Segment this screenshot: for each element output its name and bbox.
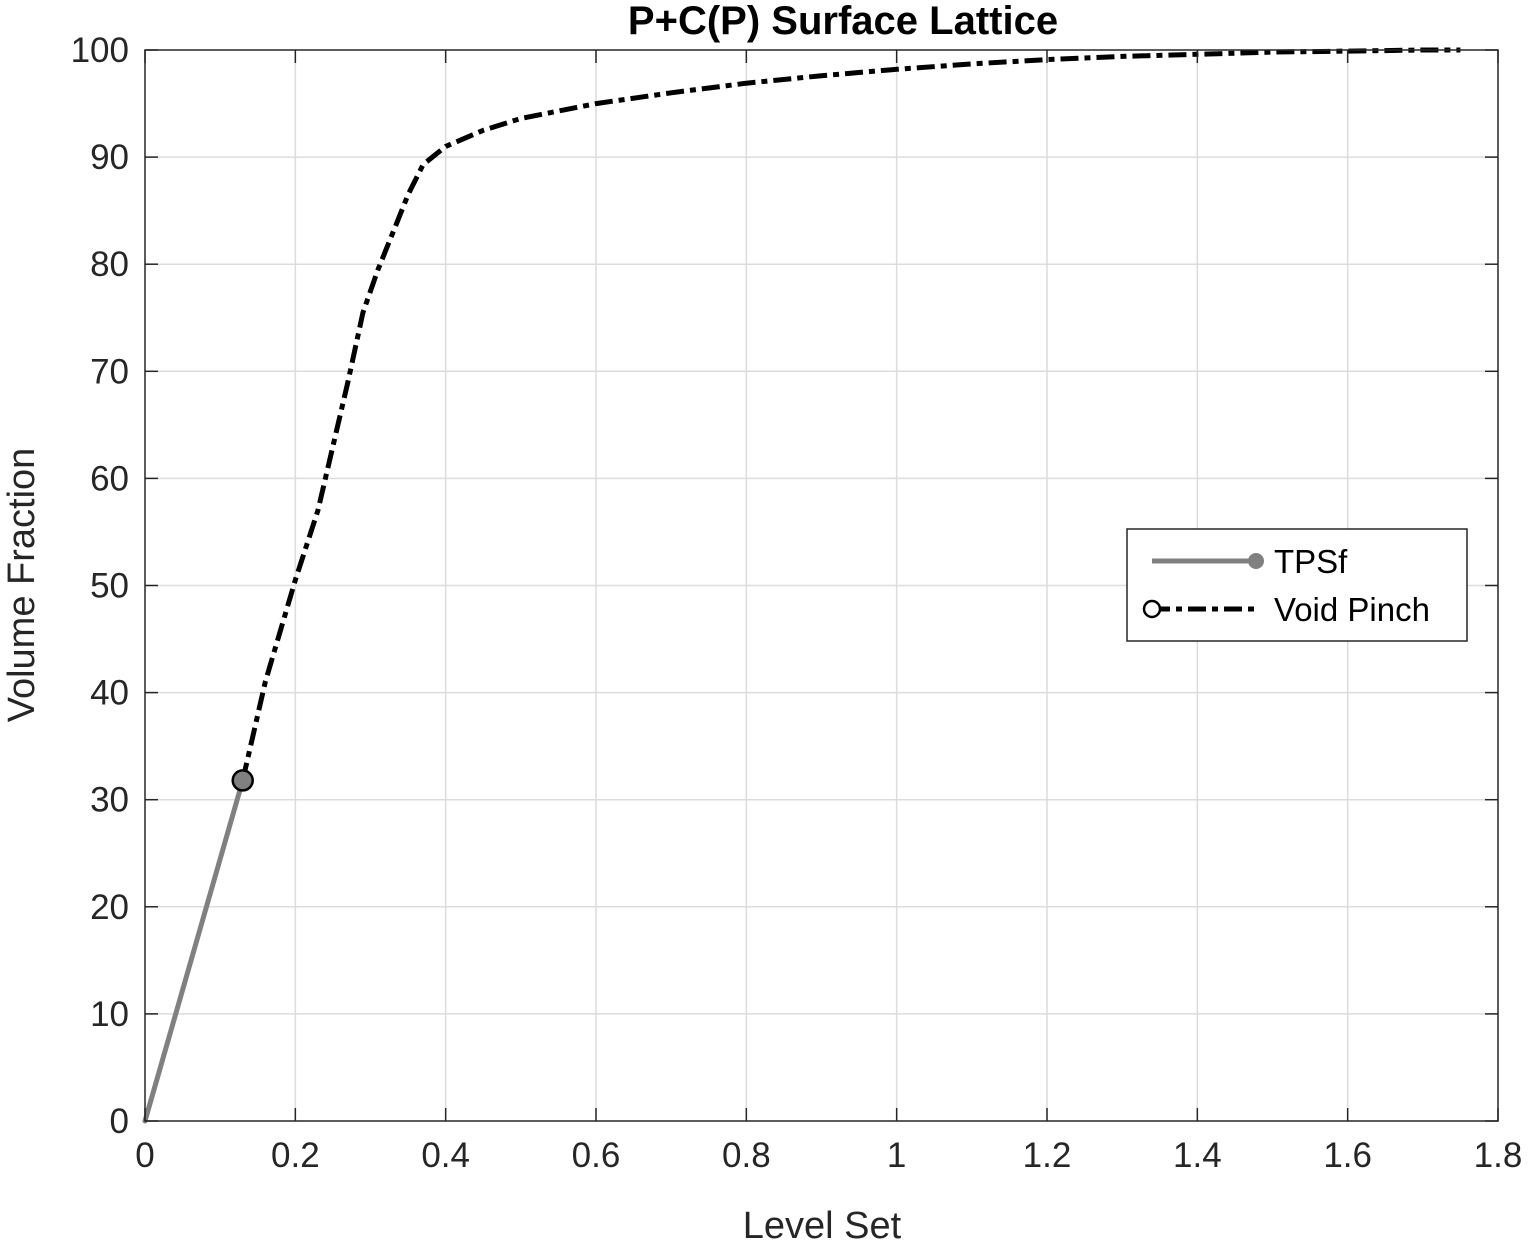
- y-tick-label: 50: [90, 567, 129, 606]
- chart-title: P+C(P) Surface Lattice: [628, 0, 1058, 43]
- x-tick-label: 0.6: [572, 1136, 621, 1175]
- legend-box: [1126, 528, 1468, 642]
- legend-void-pinch-label: Void Pinch: [1274, 591, 1430, 628]
- x-tick-label: 0: [135, 1136, 154, 1175]
- y-tick-label: 30: [90, 781, 129, 820]
- x-tick-label: 1.8: [1474, 1136, 1523, 1175]
- x-tick-label: 0.8: [722, 1136, 771, 1175]
- x-tick-label: 0.4: [421, 1136, 470, 1175]
- y-tick-label: 70: [90, 352, 129, 391]
- x-tick-label: 1: [887, 1136, 906, 1175]
- series-line-void-pinch: [240, 47, 1461, 781]
- transition-point-marker: [231, 769, 254, 792]
- x-axis-label: Level Set: [743, 1205, 902, 1244]
- x-tick-label: 1.4: [1173, 1136, 1222, 1175]
- y-axis-label: Volume Fraction: [1, 448, 43, 723]
- y-tick-label: 80: [90, 245, 129, 284]
- y-tick-label: 90: [90, 138, 129, 177]
- legend-void-pinch-marker: [1142, 599, 1162, 619]
- x-tick-label: 1.2: [1023, 1136, 1072, 1175]
- y-tick-label: 10: [90, 995, 129, 1034]
- x-tick-label: 0.2: [271, 1136, 320, 1175]
- plot-area: [142, 47, 1461, 1124]
- series-line-tpsf: [142, 777, 246, 1124]
- y-tick-label: 60: [90, 459, 129, 498]
- legend-tpsf-label: TPSf: [1274, 543, 1348, 580]
- legend-tpsf-marker: [1248, 553, 1264, 569]
- y-tick-label: 20: [90, 888, 129, 927]
- legend: TPSf Void Pinch: [1126, 528, 1468, 642]
- y-tick-label: 40: [90, 674, 129, 713]
- x-tick-label: 1.6: [1323, 1136, 1372, 1175]
- axis-ticks: 0 0.2 0.4 0.6 0.8 1 1.2 1.4 1.6 1.8 0 10 20 30 40 50 60 7…: [71, 31, 1523, 1175]
- y-tick-label: 100: [71, 31, 129, 70]
- y-tick-label: 0: [110, 1102, 129, 1141]
